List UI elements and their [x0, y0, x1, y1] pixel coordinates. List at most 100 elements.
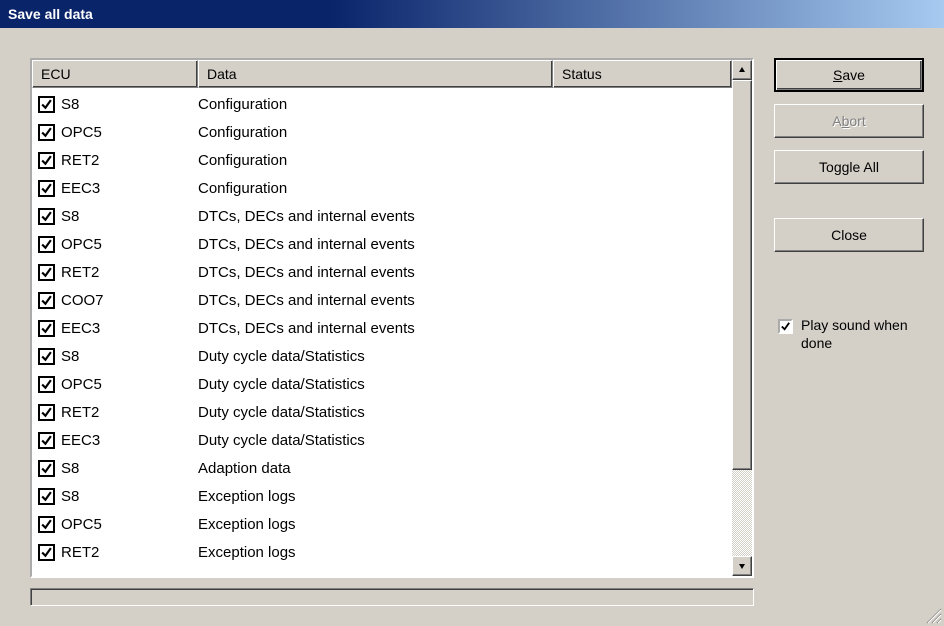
play-sound-checkbox[interactable] — [778, 319, 793, 334]
row-checkbox[interactable] — [38, 544, 55, 561]
close-button[interactable]: Close — [774, 218, 924, 252]
table-row[interactable]: OPC5 DTCs, DECs and internal events — [32, 230, 732, 258]
row-checkbox[interactable] — [38, 124, 55, 141]
close-button-label: Close — [831, 227, 867, 243]
table-row[interactable]: EEC3Duty cycle data/Statistics — [32, 426, 732, 454]
table-row[interactable]: OPC5Exception logs — [32, 510, 732, 538]
table-row[interactable]: OPC5 Duty cycle data/Statistics — [32, 370, 732, 398]
cell-ecu-text: EEC3 — [61, 180, 100, 197]
table-row[interactable]: OPC5Configuration — [32, 118, 732, 146]
row-checkbox[interactable] — [38, 348, 55, 365]
row-checkbox[interactable] — [38, 264, 55, 281]
cell-ecu-text: RET2 — [61, 264, 99, 281]
table-row[interactable]: S8 Configuration — [32, 90, 732, 118]
cell-data-text: Adaption data — [198, 460, 291, 477]
table-row[interactable]: S8DTCs, DECs and internal events — [32, 202, 732, 230]
check-icon — [40, 490, 53, 503]
cell-ecu-text: OPC5 — [61, 376, 102, 393]
table-row[interactable]: RET2 DTCs, DECs and internal events — [32, 258, 732, 286]
row-checkbox[interactable] — [38, 432, 55, 449]
cell-ecu: S8 — [38, 208, 198, 225]
cell-ecu-text: COO7 — [61, 292, 104, 309]
row-checkbox[interactable] — [38, 208, 55, 225]
cell-data-text: Duty cycle data/Statistics — [198, 404, 365, 421]
cell-data: Configuration — [198, 124, 553, 141]
cell-data-text: Configuration — [198, 152, 287, 169]
listview-body: S8ConfigurationOPC5ConfigurationRET2Conf… — [32, 88, 732, 576]
table-row[interactable]: COO7 DTCs, DECs and internal events — [32, 286, 732, 314]
cell-data: Duty cycle data/Statistics — [198, 348, 553, 365]
row-checkbox[interactable] — [38, 320, 55, 337]
table-row[interactable]: RET2Exception logs — [32, 538, 732, 566]
check-icon — [40, 294, 53, 307]
column-header-data[interactable]: Data — [198, 60, 553, 88]
cell-ecu: COO7 — [38, 292, 198, 309]
cell-ecu-text: EEC3 — [61, 320, 100, 337]
row-checkbox[interactable] — [38, 152, 55, 169]
row-checkbox[interactable] — [38, 376, 55, 393]
client-area: ECU Data Status S8ConfigurationOPC5Confi… — [0, 28, 944, 626]
titlebar: Save all data — [0, 0, 944, 28]
cell-data-text: DTCs, DECs and internal events — [198, 292, 415, 309]
column-header-status-label: Status — [562, 66, 602, 82]
check-icon — [40, 126, 53, 139]
scroll-up-button[interactable] — [732, 60, 752, 80]
check-icon — [40, 350, 53, 363]
check-icon — [40, 238, 53, 251]
row-checkbox[interactable] — [38, 516, 55, 533]
cell-data: Configuration — [198, 180, 553, 197]
table-row[interactable]: S8 Duty cycle data/Statistics — [32, 342, 732, 370]
cell-data: Duty cycle data/Statistics — [198, 404, 553, 421]
cell-data: DTCs, DECs and internal events — [198, 292, 553, 309]
save-button[interactable]: Save — [774, 58, 924, 92]
cell-ecu: OPC5 — [38, 376, 198, 393]
cell-data: Configuration — [198, 96, 553, 113]
cell-data-text: Duty cycle data/Statistics — [198, 432, 365, 449]
cell-ecu: S8 — [38, 348, 198, 365]
column-header-status[interactable]: Status — [553, 60, 732, 88]
row-checkbox[interactable] — [38, 236, 55, 253]
cell-ecu-text: RET2 — [61, 404, 99, 421]
cell-data-text: Duty cycle data/Statistics — [198, 376, 365, 393]
check-icon — [40, 434, 53, 447]
table-row[interactable]: EEC3 Configuration — [32, 174, 732, 202]
scroll-thumb[interactable] — [732, 80, 752, 470]
cell-data-text: DTCs, DECs and internal events — [198, 236, 415, 253]
column-header-ecu[interactable]: ECU — [32, 60, 198, 88]
row-checkbox[interactable] — [38, 404, 55, 421]
cell-ecu: EEC3 — [38, 320, 198, 337]
scroll-track[interactable] — [732, 80, 752, 556]
check-icon — [40, 154, 53, 167]
toggle-all-button[interactable]: Toggle All — [774, 150, 924, 184]
check-icon — [40, 98, 53, 111]
arrow-up-icon — [738, 66, 746, 74]
row-checkbox[interactable] — [38, 96, 55, 113]
cell-ecu: RET2 — [38, 264, 198, 281]
cell-ecu: S8 — [38, 488, 198, 505]
abort-button-label: Abort — [832, 113, 865, 129]
cell-ecu-text: OPC5 — [61, 236, 102, 253]
cell-ecu: OPC5 — [38, 236, 198, 253]
table-row[interactable]: S8Exception logs — [32, 482, 732, 510]
cell-ecu: S8 — [38, 460, 198, 477]
row-checkbox[interactable] — [38, 460, 55, 477]
table-row[interactable]: RET2Configuration — [32, 146, 732, 174]
cell-data: Duty cycle data/Statistics — [198, 432, 553, 449]
row-checkbox[interactable] — [38, 488, 55, 505]
table-row[interactable]: S8Adaption data — [32, 454, 732, 482]
play-sound-label: Play sound when done — [801, 316, 924, 352]
cell-ecu-text: S8 — [61, 348, 79, 365]
vertical-scrollbar[interactable] — [732, 60, 752, 576]
cell-ecu: OPC5 — [38, 516, 198, 533]
scroll-down-button[interactable] — [732, 556, 752, 576]
row-checkbox[interactable] — [38, 180, 55, 197]
cell-ecu-text: S8 — [61, 96, 79, 113]
table-row[interactable]: RET2 Duty cycle data/Statistics — [32, 398, 732, 426]
table-row[interactable]: EEC3DTCs, DECs and internal events — [32, 314, 732, 342]
resize-grip[interactable] — [924, 606, 942, 624]
cell-data-text: Duty cycle data/Statistics — [198, 348, 365, 365]
cell-ecu: RET2 — [38, 404, 198, 421]
row-checkbox[interactable] — [38, 292, 55, 309]
left-column: ECU Data Status S8ConfigurationOPC5Confi… — [30, 58, 754, 606]
cell-data: DTCs, DECs and internal events — [198, 264, 553, 281]
